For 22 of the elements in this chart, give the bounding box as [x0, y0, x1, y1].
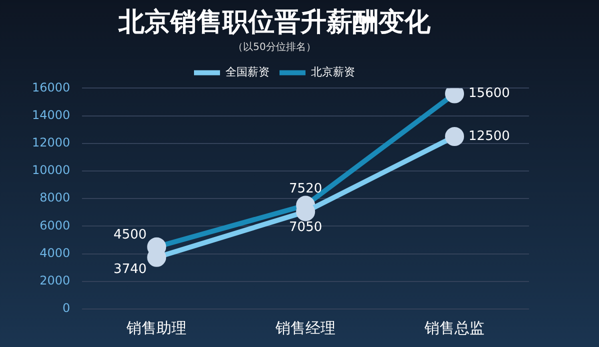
y-tick-label: 12000 [32, 136, 70, 150]
legend-label: 北京薪资 [311, 66, 355, 79]
x-tick-label: 销售助理 [126, 318, 187, 337]
y-tick-label: 4000 [40, 246, 70, 260]
y-tick-label: 6000 [40, 218, 70, 232]
chart-title: 北京销售职位晋升薪酬变化 [118, 7, 432, 38]
data-label: 7520 [289, 182, 322, 197]
y-tick-label: 2000 [40, 274, 70, 288]
y-tick-label: 16000 [32, 80, 70, 94]
data-label: 12500 [468, 128, 510, 144]
y-tick-label: 10000 [32, 163, 70, 178]
data-label: 4500 [114, 227, 147, 242]
y-tick-label: 8000 [40, 190, 70, 205]
x-tick-label: 销售总监 [424, 318, 485, 337]
legend-label: 全国薪资 [226, 66, 270, 79]
data-label: 7050 [289, 220, 322, 236]
y-tick-label: 14000 [32, 108, 70, 122]
chart-subtitle: （以50分位排名） [233, 40, 316, 53]
data-label: 15600 [468, 86, 510, 102]
y-tick-label: 0 [62, 301, 70, 316]
data-label: 3740 [114, 262, 147, 277]
x-tick-label: 销售经理 [274, 318, 336, 337]
